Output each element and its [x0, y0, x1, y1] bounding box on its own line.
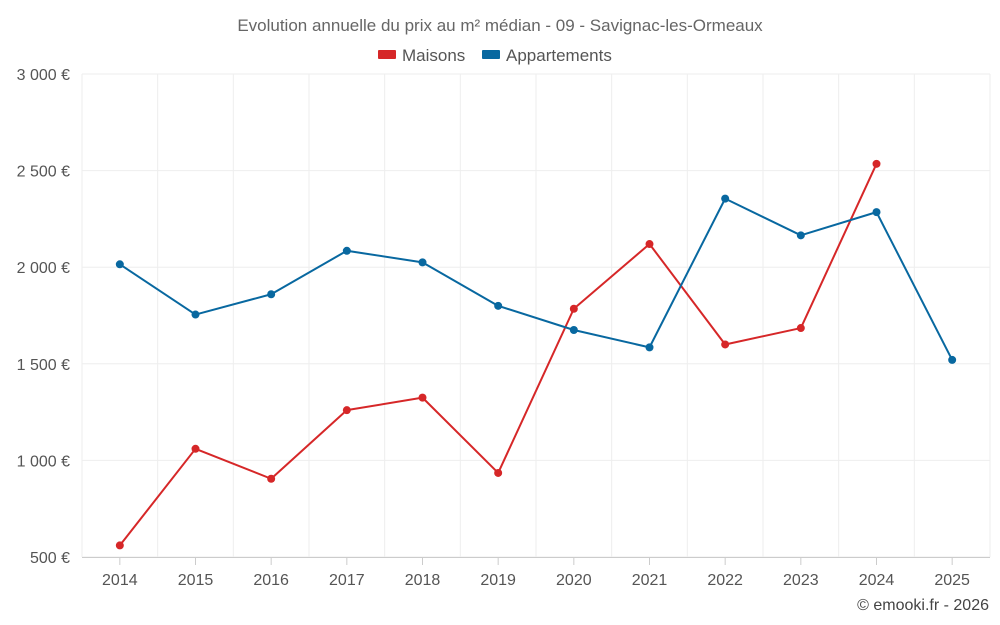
legend-swatch-appartements — [482, 50, 500, 59]
legend-item-appartements[interactable]: Appartements — [482, 46, 612, 65]
y-tick-label: 1 500 € — [17, 357, 70, 374]
data-point-appartements-2014[interactable] — [115, 260, 124, 269]
data-point-appartements-2021[interactable] — [645, 343, 654, 352]
y-tick-label: 1 000 € — [17, 453, 70, 470]
data-point-maisons-2024[interactable] — [872, 159, 881, 168]
legend-label-appartements: Appartements — [506, 46, 612, 65]
data-point-maisons-2017[interactable] — [342, 406, 351, 415]
data-point-appartements-2019[interactable] — [494, 301, 503, 310]
legend-label-maisons: Maisons — [402, 46, 465, 65]
x-tick-label: 2021 — [632, 572, 668, 589]
x-tick-label: 2024 — [859, 572, 895, 589]
data-point-maisons-2022[interactable] — [721, 340, 730, 349]
y-tick-label: 2 000 € — [17, 260, 70, 277]
series-layer — [115, 159, 957, 550]
x-tick-label: 2025 — [934, 572, 970, 589]
x-tick-label: 2016 — [253, 572, 289, 589]
gridlines — [81, 73, 991, 558]
data-point-appartements-2023[interactable] — [796, 231, 805, 240]
data-point-appartements-2017[interactable] — [342, 246, 351, 255]
data-point-appartements-2015[interactable] — [191, 310, 200, 319]
x-tick-label: 2022 — [707, 572, 743, 589]
data-point-maisons-2015[interactable] — [191, 444, 200, 453]
x-tick-label: 2020 — [556, 572, 592, 589]
data-point-maisons-2020[interactable] — [569, 304, 578, 313]
x-tick-label: 2023 — [783, 572, 819, 589]
x-tick-label: 2017 — [329, 572, 365, 589]
y-tick-label: 500 € — [30, 550, 70, 567]
data-point-maisons-2019[interactable] — [494, 468, 503, 477]
data-point-appartements-2018[interactable] — [418, 258, 427, 267]
legend-item-maisons[interactable]: Maisons — [378, 46, 465, 65]
data-point-appartements-2020[interactable] — [569, 325, 578, 334]
y-tick-label: 3 000 € — [17, 67, 70, 84]
legend-swatch-maisons — [378, 50, 396, 59]
data-point-appartements-2024[interactable] — [872, 208, 881, 217]
series-line-appartements — [119, 197, 954, 361]
x-axis: 2014 2015 2016 2017 2018 2019 2020 2021 2022 2023… — [82, 557, 990, 589]
data-point-maisons-2018[interactable] — [418, 393, 427, 402]
legend: Maisons Appartements — [378, 46, 612, 65]
chart-title: Evolution annuelle du prix au m² médian … — [237, 16, 763, 35]
y-tick-label: 2 500 € — [17, 164, 70, 181]
x-tick-label: 2014 — [102, 572, 138, 589]
data-point-appartements-2022[interactable] — [721, 194, 730, 203]
data-point-maisons-2016[interactable] — [267, 474, 276, 483]
data-point-maisons-2023[interactable] — [796, 324, 805, 333]
data-point-maisons-2021[interactable] — [645, 240, 654, 249]
x-tick-label: 2019 — [480, 572, 516, 589]
x-tick-label: 2015 — [178, 572, 214, 589]
y-axis: 500 € 1 000 € 1 500 € 2 000 € 2 500 € 3 000 € — [17, 67, 70, 567]
data-point-maisons-2014[interactable] — [115, 541, 124, 550]
x-tick-label: 2018 — [405, 572, 441, 589]
credit-text: © emooki.fr - 2026 — [857, 597, 989, 614]
data-point-appartements-2016[interactable] — [267, 290, 276, 299]
data-point-appartements-2025[interactable] — [948, 355, 957, 364]
